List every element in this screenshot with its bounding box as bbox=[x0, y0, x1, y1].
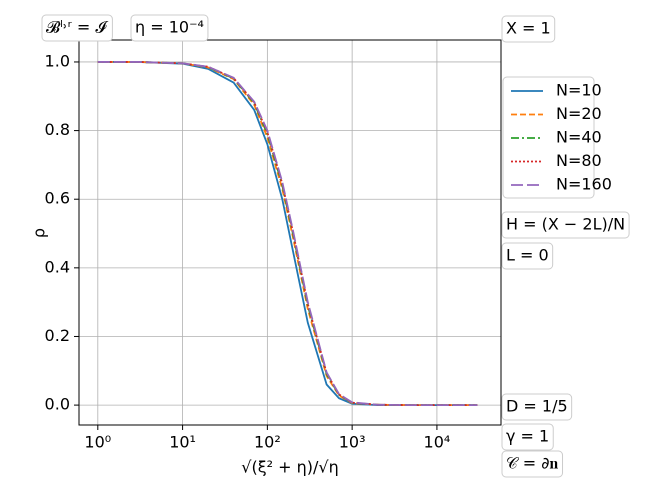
annotation: L = 0 bbox=[506, 246, 549, 265]
annotation-box bbox=[501, 450, 564, 478]
annotation: D = 1/5 bbox=[506, 397, 568, 416]
y-axis-label: ρ bbox=[30, 228, 49, 238]
x-tick-label: 10³ bbox=[339, 433, 366, 452]
x-tick-label: 10² bbox=[254, 433, 281, 452]
y-tick-label: 0.8 bbox=[45, 120, 70, 139]
annotation: X = 1 bbox=[506, 19, 551, 38]
x-tick-label: 10¹ bbox=[169, 433, 196, 452]
legend-label: N=40 bbox=[556, 128, 602, 147]
annotation: γ = 1 bbox=[506, 427, 549, 446]
x-tick-label: 10⁰ bbox=[84, 433, 111, 452]
x-tick-label: 10⁴ bbox=[424, 433, 451, 452]
line bbox=[97, 61, 478, 406]
annotation-box bbox=[501, 15, 556, 43]
annotation-box bbox=[501, 242, 554, 270]
legend-label: N=20 bbox=[556, 104, 602, 123]
legend-label: N=10 bbox=[556, 81, 602, 100]
legend-box bbox=[502, 76, 595, 199]
annotation-box bbox=[501, 423, 554, 451]
annotation-box bbox=[501, 393, 573, 421]
annotation-box bbox=[41, 14, 113, 42]
line bbox=[97, 61, 478, 406]
line bbox=[97, 61, 478, 406]
plot-frame bbox=[78, 39, 502, 426]
annotation: H = (X − 2L)/N bbox=[506, 215, 625, 234]
line bbox=[97, 61, 478, 406]
y-tick-label: 0.6 bbox=[45, 189, 70, 208]
annotation: 𝓑ˡ˒ʳ = 𝓘 bbox=[46, 18, 108, 37]
y-tick-label: 0.0 bbox=[45, 395, 70, 414]
legend-label: N=160 bbox=[556, 175, 612, 194]
annotation-box bbox=[130, 14, 209, 42]
y-tick-label: 0.4 bbox=[45, 257, 70, 276]
legend-label: N=80 bbox=[556, 151, 602, 170]
x-axis-label: √(ξ² + η)/√η bbox=[241, 458, 338, 477]
y-tick-label: 0.2 bbox=[45, 326, 70, 345]
line bbox=[97, 61, 478, 406]
annotation: η = 10⁻⁴ bbox=[135, 18, 204, 37]
y-tick-label: 1.0 bbox=[45, 51, 70, 70]
annotation: 𝒞 = ∂𝐧 bbox=[506, 454, 559, 473]
annotation-box bbox=[501, 211, 630, 239]
